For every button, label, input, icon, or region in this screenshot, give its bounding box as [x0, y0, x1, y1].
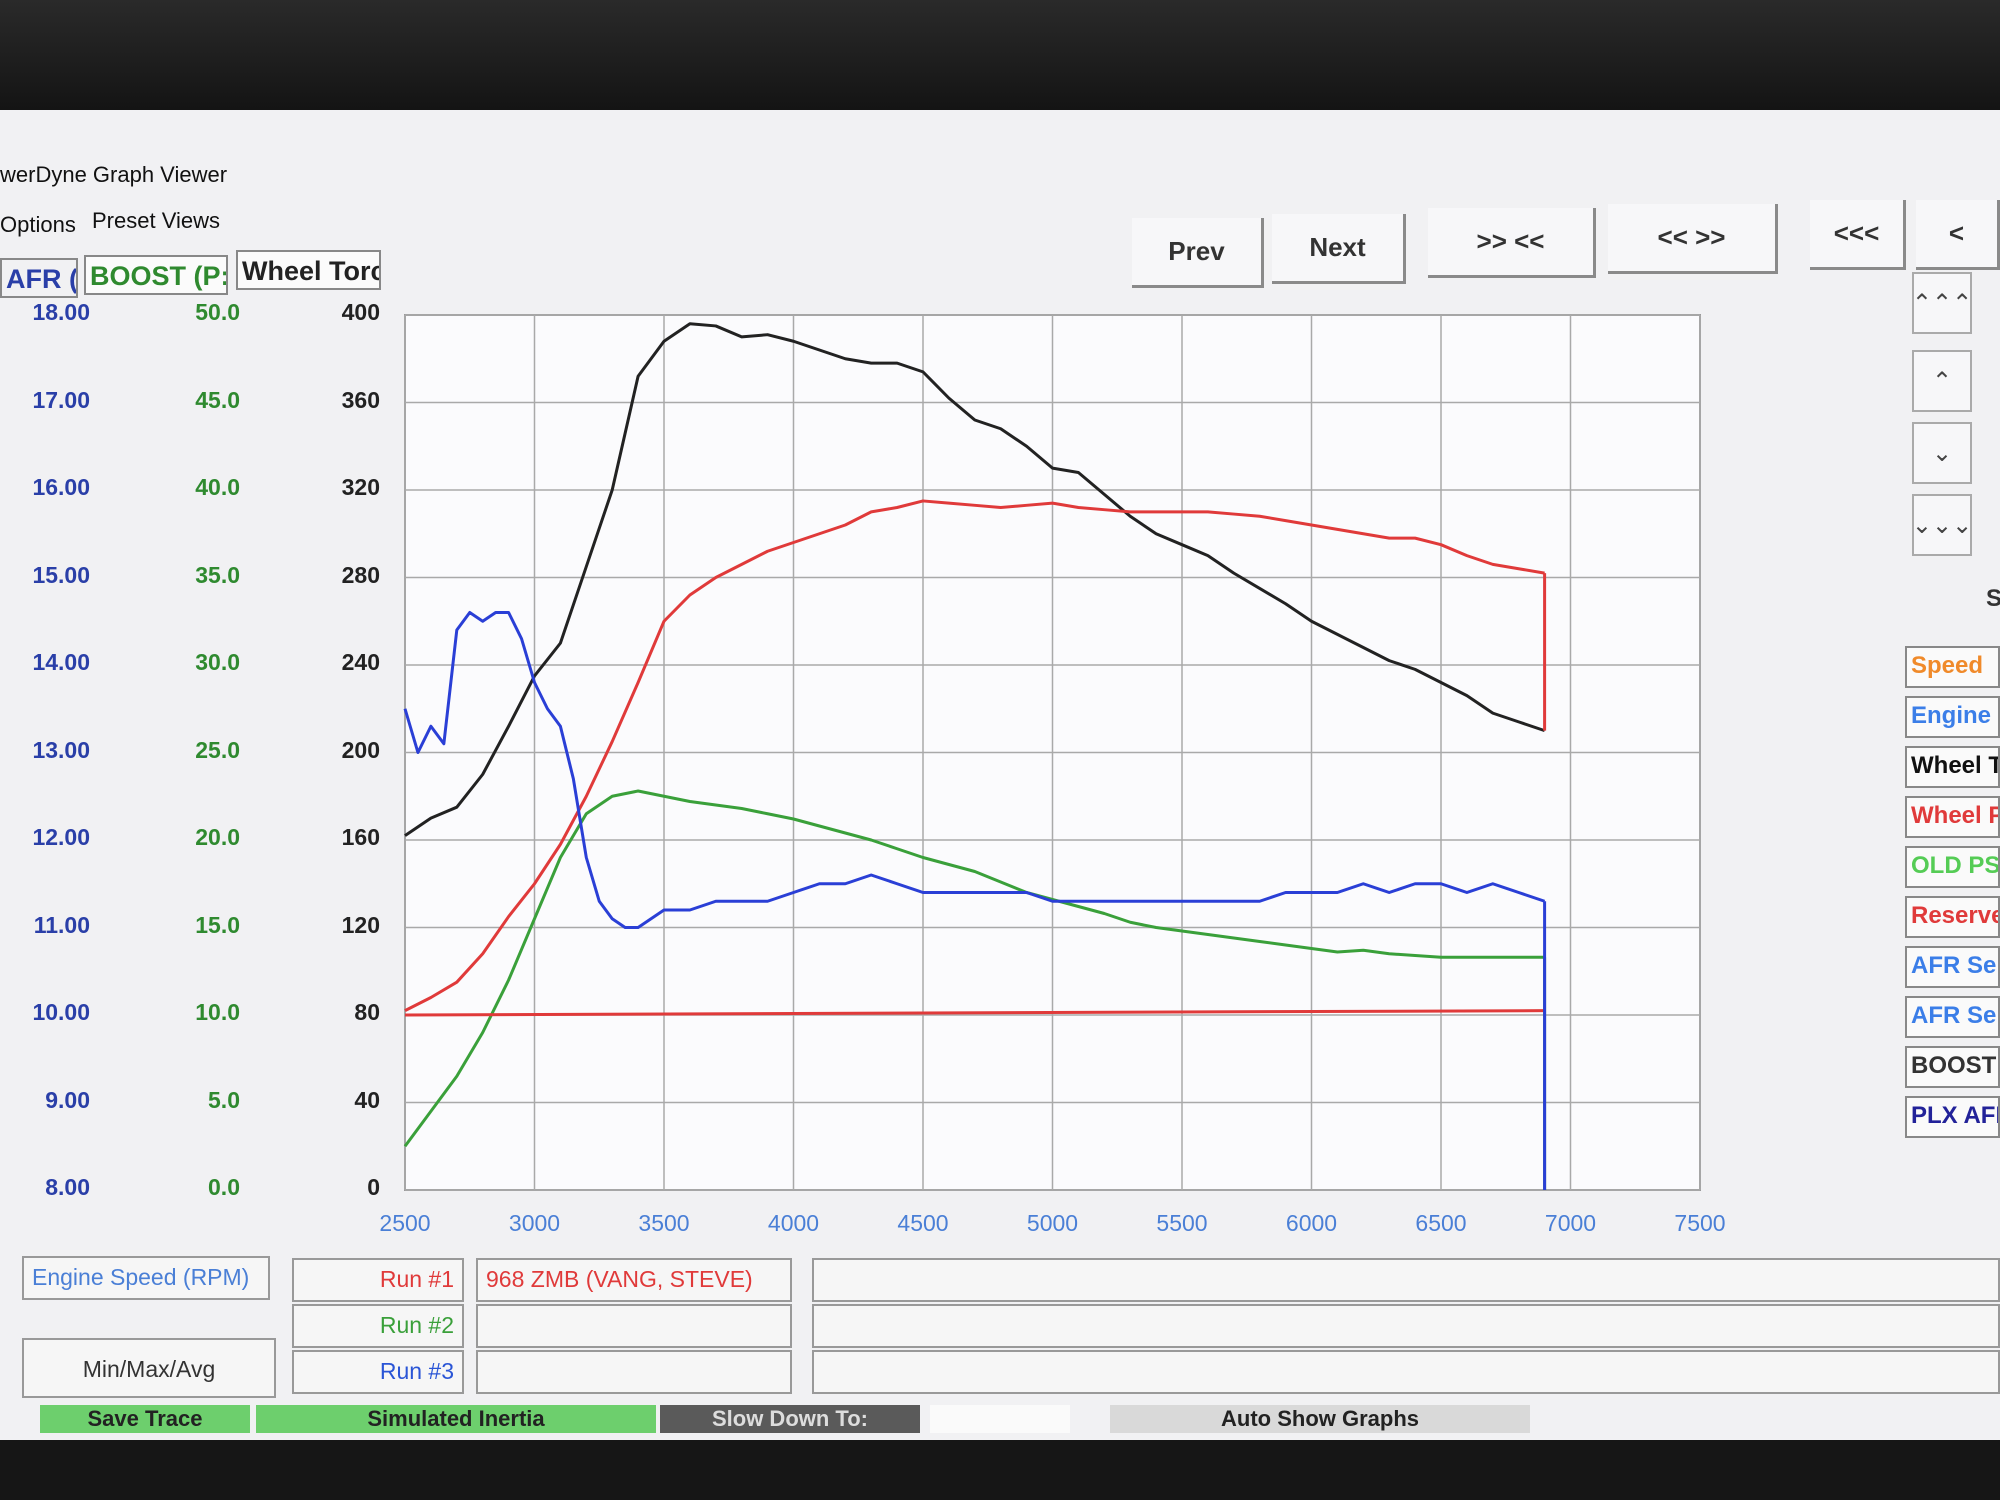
run-3-notes	[812, 1350, 2000, 1394]
min-max-avg-button[interactable]: Min/Max/Avg	[22, 1338, 276, 1398]
scroll-bottom-button[interactable]: ⌄⌄⌄	[1912, 494, 1972, 556]
run-1-name[interactable]: 968 ZMB (VANG, STEVE)	[476, 1258, 792, 1302]
run-2-name[interactable]	[476, 1304, 792, 1348]
y-tick-label: 18.00	[32, 299, 90, 325]
window-title: werDyne Graph Viewer	[0, 162, 228, 187]
y-tick-label: 25.0	[195, 736, 240, 763]
y-tick-label: 14.00	[32, 649, 90, 675]
x-tick-label: 6000	[1285, 1210, 1338, 1236]
y-tick-label: 15.0	[195, 911, 240, 938]
y-tick-label: 120	[341, 911, 380, 938]
y-tick-label: 200	[341, 736, 380, 763]
legend-item[interactable]: AFR Sen	[1905, 996, 2000, 1038]
y-tick-label: 40.0	[195, 474, 240, 500]
x-tick-label: 2500	[379, 1210, 431, 1236]
auto-show-graphs-button[interactable]: Auto Show Graphs	[1110, 1405, 1530, 1433]
legend-item[interactable]: PLX AFR	[1905, 1096, 2000, 1138]
y-tick-label: 30.0	[195, 649, 240, 675]
slow-down-input[interactable]	[930, 1405, 1070, 1433]
scroll-down-button[interactable]: ⌄	[1912, 422, 1972, 484]
y-tick-label: 13.00	[32, 736, 90, 763]
save-trace-button[interactable]: Save Trace	[40, 1405, 250, 1433]
scroll-left-button[interactable]: <	[1916, 200, 2000, 270]
x-tick-label: 4500	[897, 1210, 949, 1236]
legend-item[interactable]: BOOST	[1905, 1046, 2000, 1088]
run-2-label: Run #2	[292, 1304, 464, 1348]
legend-item[interactable]: AFR Sen	[1905, 946, 2000, 988]
y-tick-label: 0.0	[208, 1174, 240, 1200]
slow-down-label: Slow Down To:	[660, 1405, 920, 1433]
y-tick-label: 50.0	[195, 299, 240, 325]
legend-item[interactable]: OLD PS	[1905, 846, 2000, 888]
torque-axis-header[interactable]: Wheel Torc	[236, 250, 381, 290]
scroll-far-left-button[interactable]: <<<	[1810, 200, 1906, 270]
y-tick-label: 11.00	[33, 911, 90, 938]
run-2-notes	[812, 1304, 2000, 1348]
zoom-out-button[interactable]: << >>	[1608, 204, 1778, 274]
legend-item[interactable]: Speed	[1905, 646, 2000, 688]
legend-item[interactable]: Engine	[1905, 696, 2000, 738]
series-line-4	[404, 1009, 1545, 1017]
series-line-3	[403, 611, 1546, 929]
run-3-label: Run #3	[292, 1350, 464, 1394]
y-tick-label: 360	[341, 386, 380, 413]
afr-axis-header[interactable]: AFR (A	[0, 258, 78, 298]
y-tick-label: 240	[341, 649, 380, 675]
y-tick-label: 8.00	[45, 1174, 90, 1200]
legend-item[interactable]: Reserve	[1905, 896, 2000, 938]
zoom-in-button[interactable]: >> <<	[1428, 208, 1596, 278]
y-tick-label: 160	[341, 824, 380, 850]
x-tick-label: 4000	[767, 1210, 820, 1236]
scroll-up-button[interactable]: ⌃	[1912, 350, 1972, 412]
run-1-notes	[812, 1258, 2000, 1302]
y-tick-label: 35.0	[195, 561, 240, 588]
series-line-1	[404, 499, 1545, 1012]
x-tick-label: 5500	[1156, 1210, 1208, 1236]
y-tick-label: 280	[341, 561, 380, 588]
y-tick-label: 12.00	[32, 824, 90, 850]
menu-preset-views[interactable]: Preset Views	[92, 208, 220, 233]
monitor-bezel-top	[0, 0, 2000, 110]
series-line-2	[403, 789, 1545, 1148]
boost-axis-header[interactable]: BOOST (P:	[84, 255, 228, 295]
y-tick-label: 20.0	[195, 824, 240, 850]
y-tick-label: 0	[367, 1174, 380, 1200]
x-tick-label: 7000	[1544, 1210, 1597, 1236]
y-tick-label: 40	[354, 1086, 380, 1113]
series-line-0	[404, 322, 1546, 837]
monitor-bezel-bottom	[0, 1440, 2000, 1500]
run-1-label: Run #1	[292, 1258, 464, 1302]
side-letter: S	[1986, 585, 2000, 612]
y-tick-label: 320	[341, 474, 380, 500]
y-tick-label: 16.00	[32, 474, 90, 500]
x-tick-label: 3500	[638, 1210, 690, 1236]
next-button[interactable]: Next	[1272, 214, 1406, 284]
x-axis-selector[interactable]: Engine Speed (RPM)	[22, 1256, 270, 1300]
x-tick-label: 5000	[1026, 1210, 1079, 1236]
y-tick-label: 10.00	[32, 999, 90, 1025]
run-3-name[interactable]	[476, 1350, 792, 1394]
prev-button[interactable]: Prev	[1132, 218, 1264, 288]
y-tick-label: 45.0	[195, 386, 240, 413]
x-tick-label: 3000	[508, 1210, 561, 1236]
y-tick-label: 80	[354, 999, 380, 1025]
x-tick-label: 6500	[1415, 1210, 1467, 1236]
simulated-inertia-button[interactable]: Simulated Inertia	[256, 1405, 656, 1433]
y-tick-label: 9.00	[45, 1086, 90, 1113]
legend-item[interactable]: Wheel T	[1905, 746, 2000, 788]
y-tick-label: 15.00	[32, 561, 90, 588]
menu-options[interactable]: Options	[0, 212, 76, 237]
scroll-top-button[interactable]: ⌃⌃⌃	[1912, 272, 1972, 334]
y-tick-label: 17.00	[32, 386, 90, 413]
y-tick-label: 5.0	[208, 1086, 240, 1113]
legend-item[interactable]: Wheel P	[1905, 796, 2000, 838]
y-tick-label: 400	[341, 299, 380, 325]
x-tick-label: 7500	[1674, 1210, 1726, 1236]
y-tick-label: 10.0	[195, 999, 240, 1025]
